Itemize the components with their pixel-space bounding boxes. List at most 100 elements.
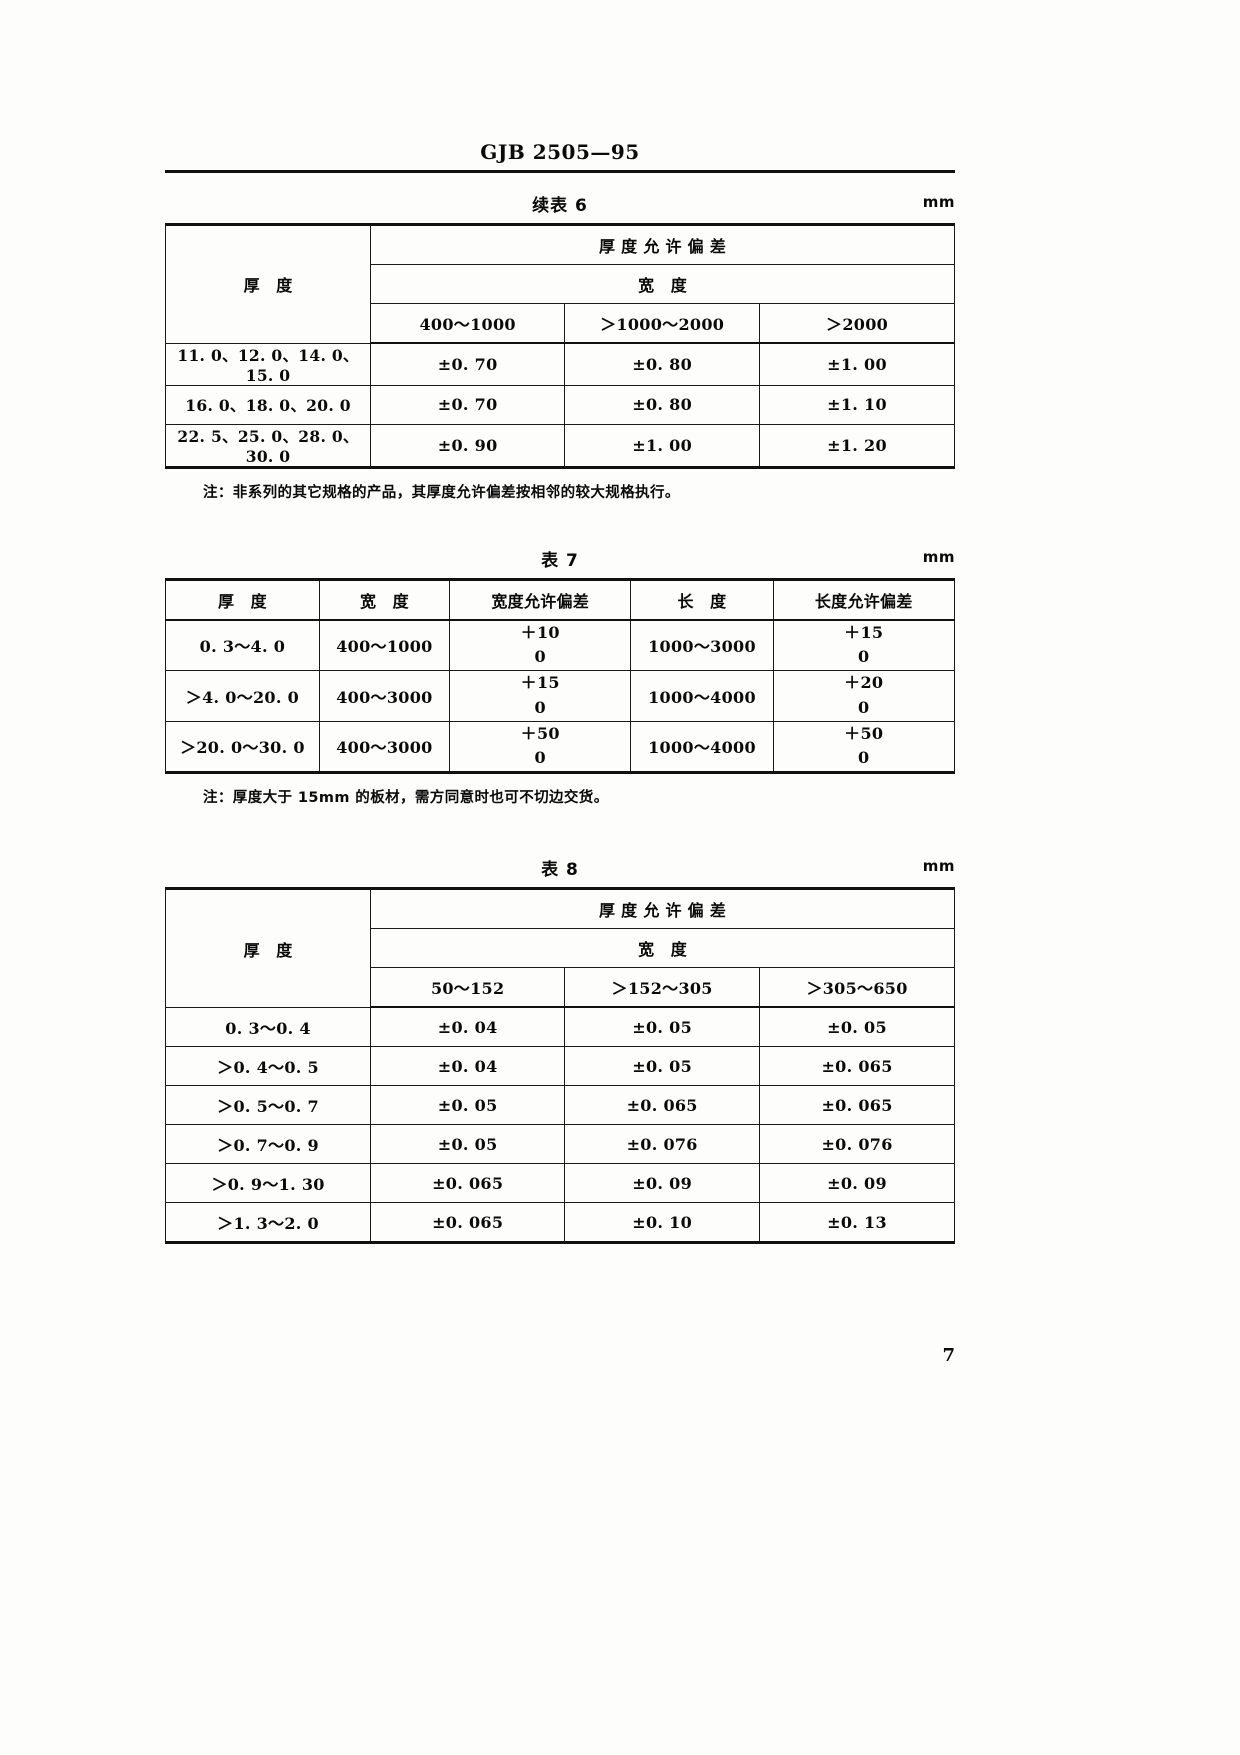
table7-r2-width: 400～3000: [318, 720, 451, 774]
table7-r0-width: 400～1000: [318, 618, 451, 672]
table6-r1-c0: ±0. 70: [370, 384, 566, 425]
table7-th-length: 长 度: [630, 578, 774, 621]
table6-r0-c2: ±1. 00: [759, 342, 955, 386]
table8-r4-thickness: ＞0. 9～1. 30: [164, 1163, 372, 1204]
table8: 厚 度 厚 度 允 许 偏 差 宽 度 50～152 ＞152～305 ＞305…: [164, 887, 955, 1245]
table-row: ＞0. 7～0. 9 ±0. 05 ±0. 076 ±0. 076: [164, 1124, 955, 1165]
table7-unit: mm: [922, 547, 955, 566]
table8-th-col-0: 50～152: [370, 967, 566, 1009]
table8-r5-c1: ±0. 10: [564, 1202, 761, 1244]
table7-r1-length-tol-upper: ＋20: [844, 673, 884, 693]
table8-r3-c0: ±0. 05: [370, 1124, 566, 1165]
table7-r2-length-tol-upper: ＋50: [844, 723, 884, 743]
table7-r2-width-tol-upper: ＋50: [520, 723, 560, 743]
table-row: 0. 3～4. 0 400～1000 ＋10 0 1000～3000 ＋15 0: [165, 618, 955, 672]
table6-r2-c2: ±1. 20: [759, 423, 955, 468]
table-row: ＞20. 0～30. 0 400～3000 ＋50 0 1000～4000 ＋5…: [165, 720, 955, 774]
page-number: 7: [942, 1345, 955, 1366]
table-row: ＞0. 4～0. 5 ±0. 04 ±0. 05 ±0. 065: [164, 1046, 955, 1087]
table-row: ＞4. 0～20. 0 400～3000 ＋15 0 1000～4000 ＋20…: [165, 670, 955, 722]
table7-th-width-tol: 宽度允许偏差: [449, 578, 632, 621]
table7-caption: 表 7: [541, 550, 579, 571]
table8-r0-thickness: 0. 3～0. 4: [164, 1006, 372, 1048]
table8-r0-c0: ±0. 04: [370, 1006, 566, 1048]
table7-r1-length: 1000～4000: [630, 670, 774, 722]
table7-r1-thickness: ＞4. 0～20. 0: [165, 670, 320, 722]
table8-r5-c2: ±0. 13: [759, 1202, 955, 1244]
table-row: 22. 5、25. 0、28. 0、30. 0 ±0. 90 ±1. 00 ±1…: [164, 423, 955, 468]
table8-caption-row: 表 8 mm: [165, 855, 955, 881]
table6-r0-c0: ±0. 70: [370, 342, 566, 386]
table8-r3-thickness: ＞0. 7～0. 9: [164, 1124, 372, 1165]
table6-header-row-2: 宽 度: [166, 264, 955, 304]
table7-th-width: 宽 度: [318, 578, 451, 621]
table6-caption-row: 续表 6 mm: [165, 191, 955, 217]
table8-r2-c1: ±0. 065: [564, 1085, 761, 1126]
table6-r1-c1: ±0. 80: [564, 384, 761, 425]
table6-header-row-3: 400～1000 ＞1000～2000 ＞2000: [166, 303, 955, 344]
table8-r2-thickness: ＞0. 5～0. 7: [164, 1085, 372, 1126]
table7: 厚 度 宽 度 宽度允许偏差 长 度 长度允许偏差 0. 3～4. 0 400～…: [165, 577, 955, 775]
table7-r0-thickness: 0. 3～4. 0: [165, 618, 320, 672]
table8-r3-c2: ±0. 076: [759, 1124, 955, 1165]
table7-header-row: 厚 度 宽 度 宽度允许偏差 长 度 长度允许偏差: [165, 578, 955, 621]
table8-r5-thickness: ＞1. 3～2. 0: [164, 1202, 372, 1244]
table-row: 0. 3～0. 4 ±0. 04 ±0. 05 ±0. 05: [164, 1006, 955, 1048]
table6-header-row-1: 厚 度 厚 度 允 许 偏 差: [164, 224, 955, 344]
table7-caption-row: 表 7 mm: [165, 546, 955, 572]
table7-r0-length-tol-lower: 0: [858, 647, 870, 667]
table7-r0-width-tol-lower: 0: [534, 647, 546, 667]
table8-r2-c0: ±0. 05: [370, 1085, 566, 1126]
table8-r1-c2: ±0. 065: [759, 1046, 955, 1087]
table6-r0-thickness: 11. 0、12. 0、14. 0、15. 0: [164, 342, 372, 386]
table7-r2-length-tol: ＋50 0: [772, 720, 955, 774]
table6-note: 注：非系列的其它规格的产品，其厚度允许偏差按相邻的较大规格执行。: [203, 484, 680, 501]
table8-header-row-1: 厚 度 厚 度 允 许 偏 差: [164, 888, 955, 1008]
table6-th-subgroup: 宽 度: [370, 264, 955, 304]
table7-r1-width: 400～3000: [318, 670, 451, 722]
table7-r1-width-tol-lower: 0: [534, 697, 546, 717]
table7-r2-length-tol-lower: 0: [858, 748, 870, 768]
table8-th-thickness: 厚 度: [164, 888, 372, 1008]
table7-r0-width-tol: ＋10 0: [449, 618, 632, 672]
spacer-1: [165, 502, 955, 546]
table8-unit: mm: [922, 857, 955, 876]
table7-r0-width-tol-upper: ＋10: [520, 622, 560, 642]
table8-r3-c1: ±0. 076: [564, 1124, 761, 1165]
page-content: GJB 2505—95 续表 6 mm 厚 度 厚 度 允 许 偏 差 宽 度 …: [164, 140, 955, 1366]
table7-r1-length-tol: ＋20 0: [772, 670, 955, 722]
table8-th-group: 厚 度 允 许 偏 差: [370, 888, 955, 930]
table6-th-col-0: 400～1000: [370, 303, 566, 344]
table8-r4-c0: ±0. 065: [370, 1163, 566, 1204]
table8-r5-c0: ±0. 065: [370, 1202, 566, 1244]
table-row: ＞0. 5～0. 7 ±0. 05 ±0. 065 ±0. 065: [164, 1085, 955, 1126]
table8-header-row-3: 50～152 ＞152～305 ＞305～650: [166, 967, 955, 1009]
table7-r1-width-tol-upper: ＋15: [520, 673, 560, 693]
table8-th-subgroup: 宽 度: [370, 928, 955, 969]
table6: 厚 度 厚 度 允 许 偏 差 宽 度 400～1000 ＞1000～2000 …: [164, 223, 955, 469]
table7-r2-thickness: ＞20. 0～30. 0: [165, 720, 320, 774]
table6-r2-c1: ±1. 00: [564, 423, 761, 468]
table7-r2-width-tol: ＋50 0: [449, 720, 632, 774]
table6-r2-c0: ±0. 90: [370, 423, 566, 468]
table6-th-group: 厚 度 允 许 偏 差: [370, 224, 955, 265]
table8-r0-c1: ±0. 05: [564, 1006, 761, 1048]
table6-r1-thickness: 16. 0、18. 0、20. 0: [164, 384, 372, 425]
table8-header-row-2: 宽 度: [166, 928, 955, 969]
standard-code-header: GJB 2505—95: [480, 140, 640, 164]
table6-caption: 续表 6: [532, 196, 588, 216]
table6-th-col-1: ＞1000～2000: [564, 303, 761, 344]
table8-th-col-1: ＞152～305: [564, 967, 761, 1009]
table-row: ＞1. 3～2. 0 ±0. 065 ±0. 10 ±0. 13: [164, 1202, 955, 1244]
table6-r0-c1: ±0. 80: [564, 342, 761, 386]
table8-r1-thickness: ＞0. 4～0. 5: [164, 1046, 372, 1087]
table6-r2-thickness: 22. 5、25. 0、28. 0、30. 0: [164, 423, 372, 468]
table-row: 16. 0、18. 0、20. 0 ±0. 70 ±0. 80 ±1. 10: [164, 384, 955, 425]
table8-r4-c2: ±0. 09: [759, 1163, 955, 1204]
table7-note: 注：厚度大于 15mm 的板材，需方同意时也可不切边交货。: [203, 790, 609, 807]
table7-th-length-tol: 长度允许偏差: [772, 578, 955, 621]
table7-r2-width-tol-lower: 0: [534, 748, 546, 768]
table8-r4-c1: ±0. 09: [564, 1163, 761, 1204]
table8-caption: 表 8: [541, 860, 579, 881]
